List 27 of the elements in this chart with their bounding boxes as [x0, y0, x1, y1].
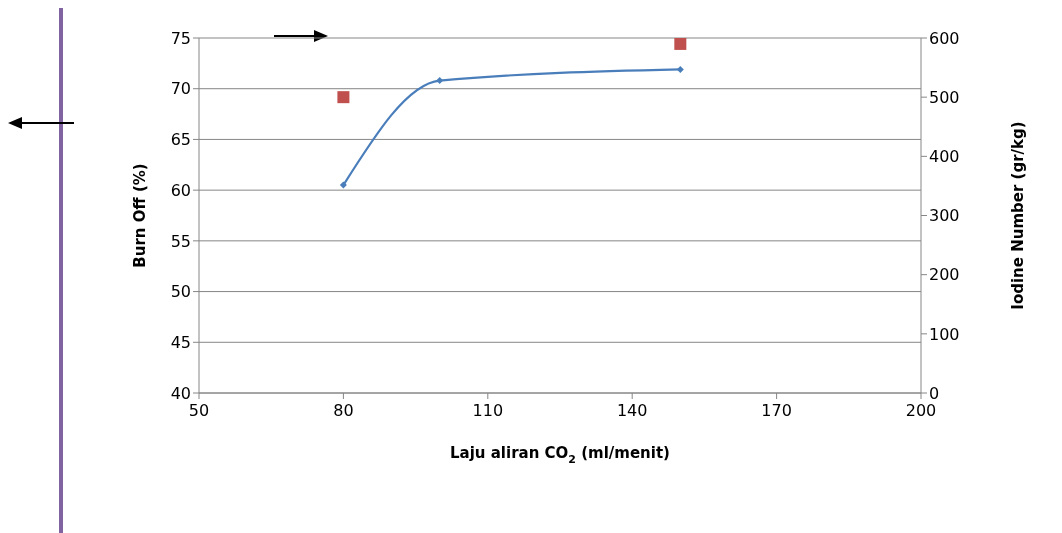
y-tick-label: 65 — [170, 130, 191, 150]
x-tick-label: 50 — [188, 401, 210, 421]
x-tick-label: 170 — [761, 401, 792, 421]
y2-tick-label: 200 — [929, 265, 960, 285]
x-axis-title: Laju aliran CO$_{2}$ (ml/menit) — [450, 443, 670, 466]
x-tick-label: 110 — [472, 401, 504, 421]
y2-tick-label: 500 — [929, 87, 960, 107]
y2-tick-label: 600 — [929, 28, 960, 48]
point — [676, 65, 684, 73]
x-tick-label: 200 — [905, 401, 937, 421]
point — [436, 77, 444, 85]
y-axis-title: Burn Off (%) — [130, 163, 149, 268]
y2-tick-label: 300 — [929, 206, 960, 226]
y2-tick-label: 0 — [929, 383, 940, 403]
y-tick-label: 60 — [170, 180, 191, 200]
y-tick-label: 45 — [170, 332, 191, 352]
x-tick-label: 80 — [333, 401, 354, 421]
y2-axis-title: Iodine Number (gr/kg) — [1008, 121, 1027, 310]
y-tick-label: 75 — [170, 28, 191, 48]
y-tick-label: 55 — [170, 231, 191, 251]
y-tick-label: 70 — [170, 79, 191, 99]
y-tick-label: 50 — [170, 282, 191, 302]
y2-tick-label: 100 — [929, 324, 960, 344]
x-tick-label: 140 — [616, 401, 648, 421]
point — [339, 181, 347, 189]
y-tick-label: 40 — [170, 383, 191, 403]
y2-tick-label: 400 — [929, 147, 960, 167]
